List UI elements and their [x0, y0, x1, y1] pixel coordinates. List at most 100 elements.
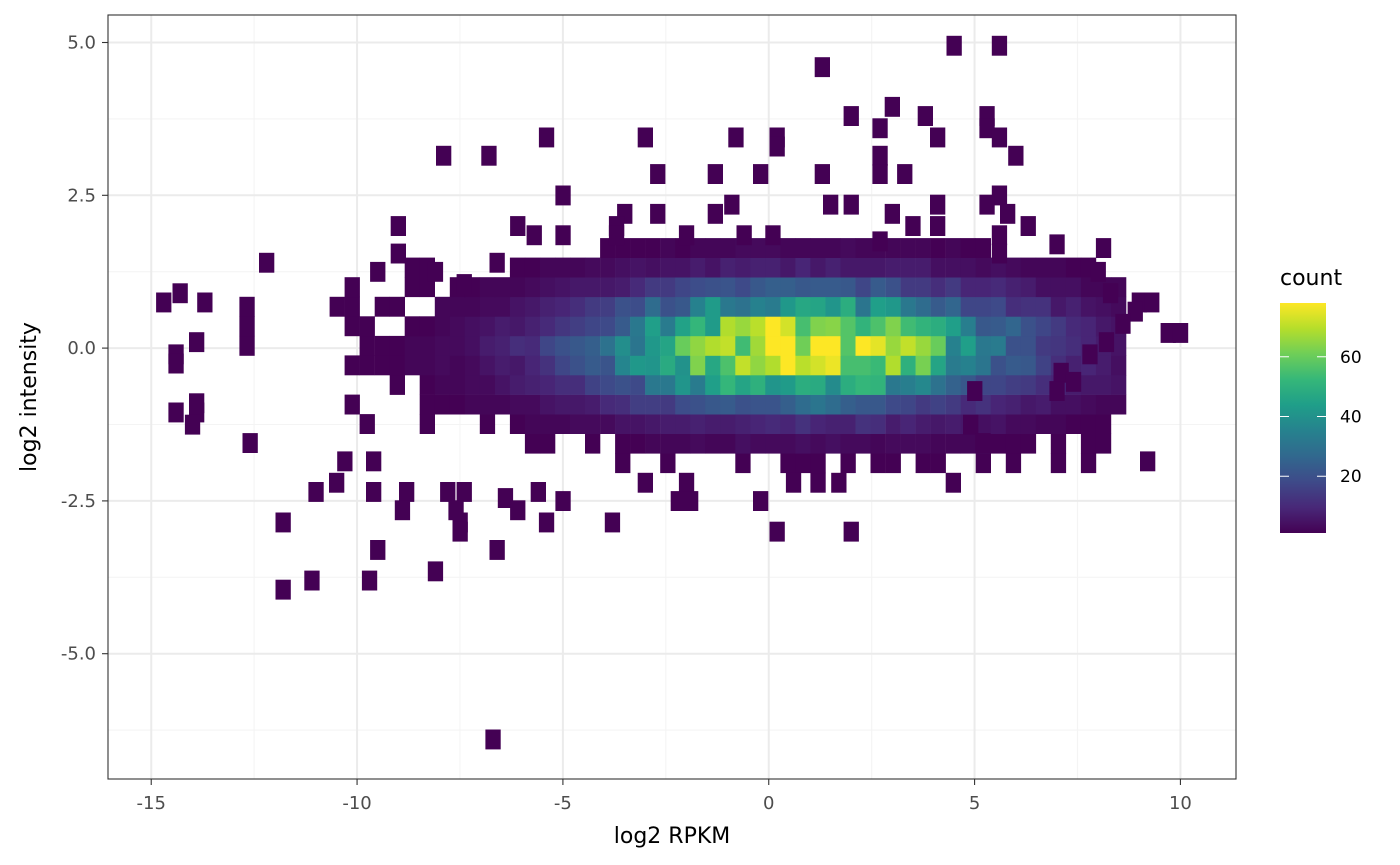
heatmap-tile: [1144, 292, 1160, 313]
heatmap-tile: [1005, 316, 1022, 337]
heatmap-tile: [1050, 257, 1067, 278]
color-legend: count 20 40 60: [1280, 266, 1362, 533]
heatmap-tile: [825, 355, 841, 376]
heatmap-tile: [675, 414, 691, 434]
heatmap-tile: [810, 375, 826, 395]
heatmap-tile: [990, 375, 1006, 395]
heatmap-tile: [855, 238, 871, 258]
heatmap-tile: [1020, 394, 1037, 415]
heatmap-tile: [840, 277, 856, 298]
heatmap-tile: [735, 355, 751, 376]
heatmap-tile: [1020, 335, 1037, 356]
heatmap-tile: [915, 296, 931, 317]
heatmap-tile: [930, 375, 946, 395]
heatmap-tile: [753, 164, 769, 184]
heatmap-tile: [479, 355, 496, 376]
heatmap-tile: [389, 335, 405, 356]
heatmap-tile: [900, 335, 916, 356]
heatmap-tile: [540, 257, 556, 278]
heatmap-tile: [489, 252, 505, 273]
heatmap-tile: [990, 355, 1006, 376]
heatmap-tile: [885, 238, 901, 258]
heatmap-tile: [660, 453, 676, 474]
legend-ticks: 20 40 60: [1280, 348, 1362, 487]
heatmap-tile: [750, 296, 766, 317]
heatmap-tile: [780, 296, 796, 317]
heatmap-tile: [600, 335, 616, 356]
heatmap-tile: [915, 394, 931, 415]
heatmap-tile: [765, 225, 781, 246]
heatmap-tile: [810, 316, 826, 337]
heatmap-tile: [872, 164, 888, 184]
heatmap-tile: [840, 375, 856, 395]
heatmap-tile: [915, 453, 931, 474]
heatmap-tile: [1095, 394, 1112, 415]
heatmap-tile: [645, 335, 661, 356]
heatmap-tile: [497, 488, 514, 508]
heatmap-tile: [900, 296, 916, 317]
heatmap-tile: [840, 414, 856, 434]
heatmap-tile: [337, 451, 353, 472]
heatmap-tile: [1080, 414, 1097, 434]
heatmap-tile: [570, 394, 586, 415]
heatmap-tile: [585, 277, 601, 298]
heatmap-tile: [825, 238, 841, 258]
heatmap-tile: [1082, 344, 1098, 365]
heatmap-tile: [945, 355, 961, 376]
heatmap-tile: [524, 433, 541, 454]
heatmap-tile: [1080, 296, 1097, 317]
heatmap-tile: [855, 316, 871, 337]
heatmap-tile: [524, 277, 541, 298]
heatmap-tile: [825, 316, 841, 337]
x-tick-label: 0: [763, 793, 774, 814]
heatmap-tile: [840, 238, 856, 258]
heatmap-tile: [990, 316, 1006, 337]
heatmap-tile: [275, 512, 291, 533]
heatmap-tile: [825, 394, 841, 415]
heatmap-tile: [1095, 433, 1112, 454]
heatmap-tile: [670, 491, 686, 511]
heatmap-tile: [555, 225, 571, 246]
heatmap-tile: [329, 296, 345, 317]
heatmap-tile: [990, 277, 1006, 298]
heatmap-tile: [524, 296, 541, 317]
heatmap-tile: [810, 453, 826, 474]
heatmap-tile: [1140, 451, 1156, 472]
heatmap-tile: [555, 335, 571, 356]
heatmap-tile: [975, 433, 991, 453]
heatmap-tile: [540, 296, 556, 317]
heatmap-tile: [810, 394, 826, 415]
heatmap-tile: [915, 316, 931, 337]
heatmap-tile: [945, 433, 961, 454]
heatmap-tile: [736, 225, 752, 246]
heatmap-tile: [750, 257, 766, 278]
heatmap-tile: [960, 433, 976, 454]
heatmap-tiles: [156, 35, 1189, 750]
heatmap-tile: [394, 500, 411, 521]
heatmap-tile: [366, 451, 382, 472]
heatmap-tile: [660, 238, 676, 258]
heatmap-tile: [600, 316, 616, 337]
heatmap-tile: [570, 316, 586, 337]
heatmap-tile: [780, 238, 796, 258]
heatmap-tile: [735, 453, 751, 474]
heatmap-tile: [900, 394, 916, 415]
legend-tick-label: 40: [1340, 408, 1362, 428]
heatmap-tile: [419, 375, 435, 395]
heatmap-tile: [705, 355, 721, 376]
heatmap-tile: [900, 257, 916, 278]
heatmap-tile: [660, 277, 676, 298]
heatmap-tile: [615, 414, 631, 434]
heatmap-tile: [526, 225, 542, 246]
heatmap-tile: [570, 296, 586, 317]
y-axis-ticks: 5.0 2.5 0.0 -2.5 -5.0: [61, 33, 108, 665]
heatmap-tile: [479, 316, 496, 337]
heatmap-tile: [1065, 296, 1082, 317]
heatmap-tile: [1080, 394, 1097, 415]
heatmap-tile: [945, 472, 961, 493]
heatmap-tile: [1111, 355, 1127, 376]
heatmap-tile: [930, 316, 946, 337]
heatmap-tile: [1035, 257, 1052, 278]
heatmap-tile: [449, 316, 466, 337]
heatmap-tile: [810, 257, 826, 278]
